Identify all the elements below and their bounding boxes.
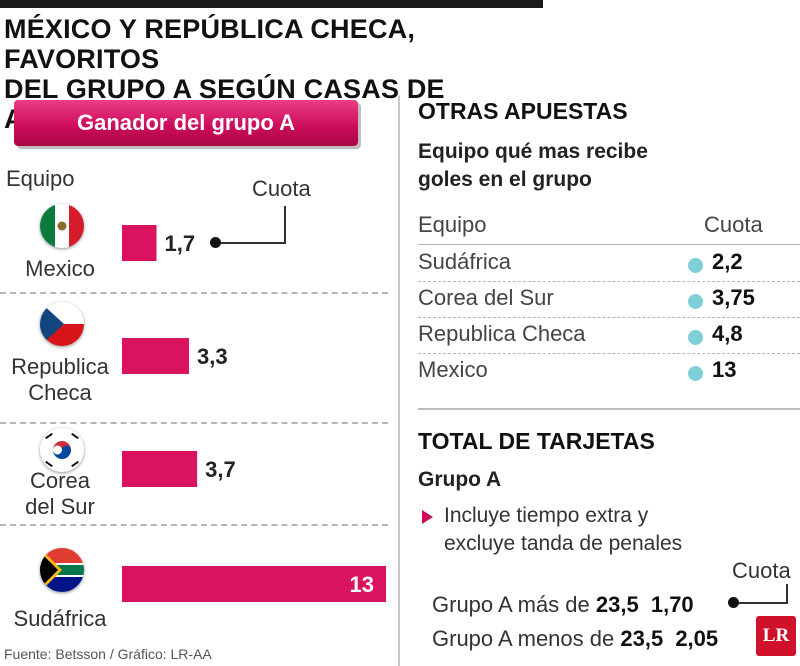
winner-chart-title: Ganador del grupo A <box>77 110 295 135</box>
bet-over-text: Grupo A más de <box>432 592 590 617</box>
table-header-rule <box>418 244 800 245</box>
goals-team: Republica Checa <box>418 321 586 346</box>
bar-value-label: 1,7 <box>165 231 196 256</box>
bar-2 <box>122 451 198 487</box>
bar-1 <box>122 338 190 374</box>
odds-dot-icon <box>688 330 703 345</box>
cards-callout-horizontal <box>736 602 788 604</box>
winner-chart-title-pill: Ganador del grupo A <box>14 100 358 146</box>
other-bets-section: OTRAS APUESTAS Equipo qué mas recibe gol… <box>402 96 800 666</box>
country-label-korea: Corea del Sur <box>25 468 95 519</box>
goals-odds: 13 <box>712 357 737 382</box>
cuota-callout-dot <box>210 237 221 248</box>
goals-team: Mexico <box>418 357 488 382</box>
goals-team: Sudáfrica <box>418 249 511 274</box>
goals-odds: 2,2 <box>712 249 743 274</box>
cuota-callout-vertical <box>284 206 286 244</box>
row-divider <box>0 422 388 424</box>
odds-dot-icon <box>688 258 703 273</box>
south-africa-flag-icon <box>40 548 84 592</box>
cards-note: Incluye tiempo extra y excluye tanda de … <box>444 504 683 555</box>
bet-under-odds: 2,05 <box>675 626 719 651</box>
table-row: Sudáfrica 2,2 <box>418 245 800 282</box>
bar-3 <box>122 566 386 602</box>
lr-logo: LR <box>756 616 796 656</box>
bet-over-odds: 1,70 <box>650 592 694 617</box>
bar-value-label: 13 <box>350 572 374 597</box>
title-line-1: MÉXICO Y REPÚBLICA CHECA, FAVORITOS <box>4 14 416 74</box>
other-bets-title: OTRAS APUESTAS <box>418 98 628 124</box>
winner-chart-section: Ganador del grupo A Equipo Cuota Mexico … <box>0 96 396 666</box>
czech-flag-icon <box>40 302 84 346</box>
goals-team: Corea del Sur <box>418 285 554 310</box>
bar-value-label: 3,7 <box>205 457 236 482</box>
column-separator <box>398 96 400 666</box>
note-arrow-icon <box>422 510 433 524</box>
row-divider <box>0 292 388 294</box>
odds-dot-icon <box>688 366 703 381</box>
equipo-label: Equipo <box>6 166 75 191</box>
table-row: Corea del Sur 3,75 <box>418 281 800 318</box>
country-label-czech: Republica Checa <box>11 354 109 405</box>
cuota-label: Cuota <box>252 176 311 201</box>
section-rule <box>418 408 800 410</box>
cuota-callout-horizontal <box>220 242 286 244</box>
cards-subtitle: Grupo A <box>418 468 502 491</box>
bet-under-text: Grupo A menos de <box>432 626 615 651</box>
bet-over: Grupo A más de 23,5 1,70 <box>432 592 694 618</box>
goals-table-header-odds: Cuota <box>704 212 763 237</box>
bet-over-line: 23,5 <box>595 592 639 617</box>
country-label-mexico: Mexico <box>25 256 95 281</box>
cards-callout-dot <box>728 597 739 608</box>
cards-title: TOTAL DE TARJETAS <box>418 428 655 454</box>
bar-value-label: 3,3 <box>197 344 228 369</box>
bar-0 <box>122 225 157 261</box>
odds-dot-icon <box>688 294 703 309</box>
south-korea-flag-icon <box>40 428 84 472</box>
bet-under: Grupo A menos de 23,5 2,05 <box>432 626 718 652</box>
table-row: Mexico 13 <box>418 353 800 389</box>
cards-callout-vertical <box>786 584 788 604</box>
goals-table-header-team: Equipo <box>418 212 487 237</box>
winner-bar-chart: 1,7 3,3 3,7 13 <box>122 225 386 602</box>
country-label-south-africa: Sudáfrica <box>13 606 107 631</box>
goals-subtitle: Equipo qué mas recibe goles en el grupo <box>418 140 648 191</box>
bet-under-line: 23,5 <box>620 626 664 651</box>
cards-cuota-label: Cuota <box>732 558 791 583</box>
mexico-flag-icon <box>40 204 84 248</box>
goals-odds: 4,8 <box>712 321 743 346</box>
table-row: Republica Checa 4,8 <box>418 317 800 354</box>
source-note: Fuente: Betsson / Gráfico: LR-AA <box>4 646 212 662</box>
goals-odds: 3,75 <box>712 285 755 310</box>
row-divider <box>0 524 388 526</box>
top-rule <box>0 0 543 8</box>
